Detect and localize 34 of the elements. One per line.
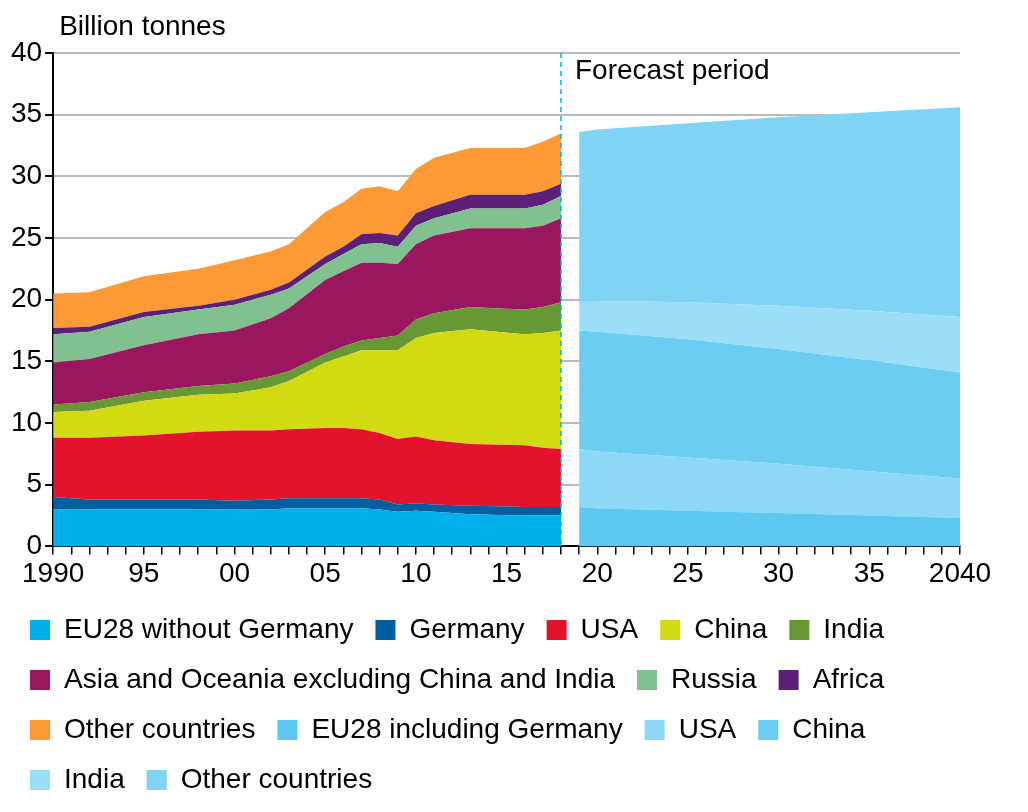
legend-label: India [823, 612, 885, 644]
x-tick-label: 2040 [928, 556, 992, 588]
ref-line-label: Forecast period [574, 53, 770, 85]
y-tick-label: 25 [10, 220, 43, 252]
legend-label: China [694, 612, 768, 644]
x-tick-label: 00 [218, 556, 251, 588]
legend-label: USA [580, 612, 639, 644]
x-tick-label: 05 [309, 556, 341, 588]
legend-label: EU28 including Germany [311, 712, 623, 744]
legend-label: Germany [409, 612, 525, 644]
legend-label: EU28 without Germany [64, 612, 354, 644]
y-tick-label: 15 [10, 344, 43, 376]
y-tick-label: 35 [10, 97, 43, 129]
x-tick-label: 30 [763, 556, 795, 588]
x-tick-label: 25 [672, 556, 704, 588]
y-axis-title: Billion tonnes [59, 9, 226, 41]
legend-label: Other countries [64, 712, 256, 744]
legend-label: USA [678, 712, 737, 744]
legend-label: Other countries [180, 762, 373, 794]
x-tick-label: 95 [128, 556, 160, 588]
y-tick-label: 40 [10, 35, 43, 67]
legend-label: China [792, 712, 866, 744]
x-tick-label: 10 [400, 556, 432, 588]
y-tick-label: 30 [10, 159, 43, 191]
y-tick-label: 10 [10, 405, 43, 437]
legend-label: Africa [812, 662, 885, 694]
legend-label: Asia and Oceania excluding China and India [64, 662, 616, 694]
x-tick-label: 35 [853, 556, 885, 588]
y-tick-label: 5 [26, 467, 43, 499]
x-tick-label: 20 [581, 556, 613, 588]
x-tick-label: 15 [490, 556, 523, 588]
legend-label: India [64, 762, 126, 794]
y-tick-label: 20 [10, 282, 43, 314]
legend-label: Russia [671, 662, 758, 694]
